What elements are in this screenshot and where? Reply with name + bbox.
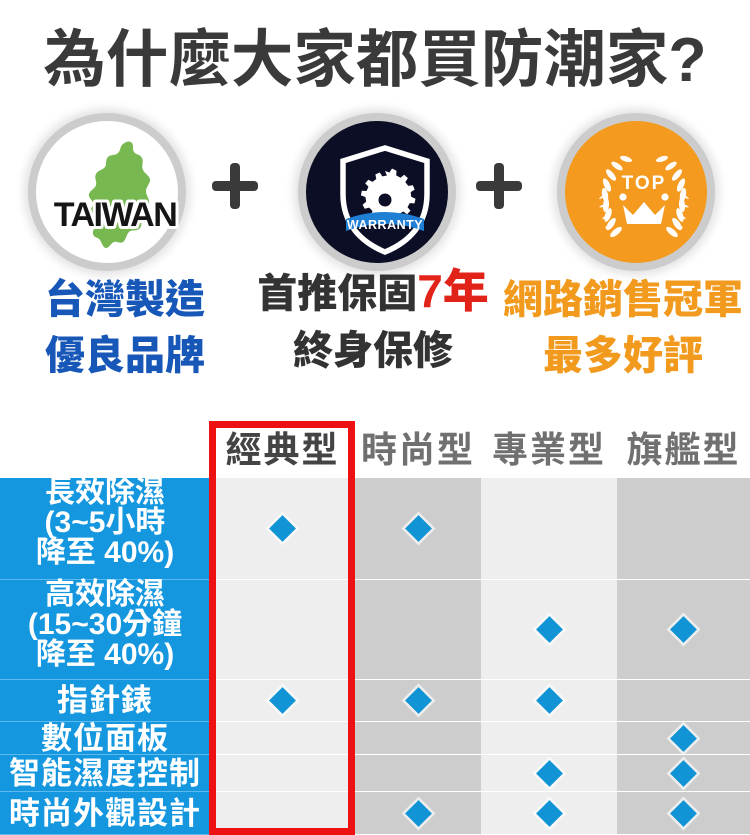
svg-text:TAIWAN: TAIWAN bbox=[54, 196, 177, 234]
svg-text:TOP: TOP bbox=[622, 173, 667, 194]
svg-text:WARRANTY: WARRANTY bbox=[347, 218, 423, 232]
